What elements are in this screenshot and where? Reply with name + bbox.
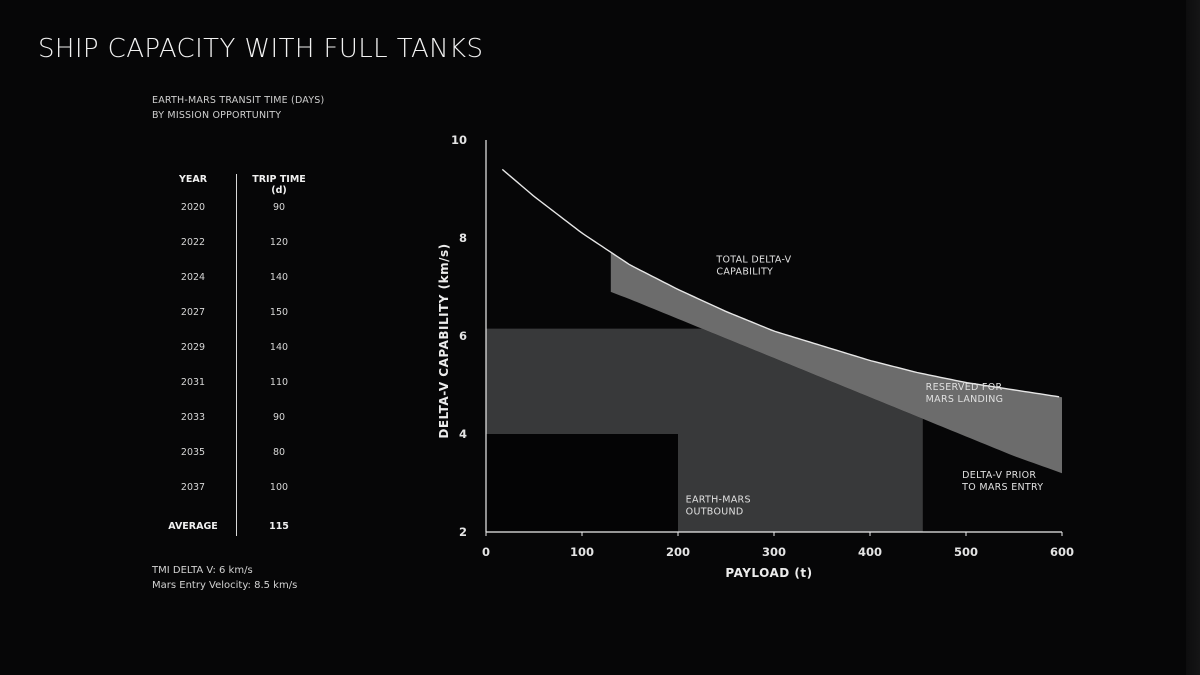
y-axis-title: DELTA-V CAPABILITY (km/s) bbox=[437, 243, 451, 438]
table-row: 2022 120 bbox=[160, 237, 330, 253]
row-year: 2027 bbox=[180, 307, 206, 318]
footnote-tmi-delta-v: TMI DELTA V: 6 km/s bbox=[152, 565, 253, 576]
x-tick-label: 0 bbox=[482, 545, 490, 559]
x-axis-title: PAYLOAD (t) bbox=[725, 566, 812, 580]
row-year: 2022 bbox=[180, 237, 206, 248]
average-label: AVERAGE bbox=[168, 521, 218, 532]
row-trip-time: 140 bbox=[269, 272, 289, 283]
slide-title: SHIP CAPACITY WITH FULL TANKS bbox=[38, 34, 484, 64]
delta-v-prior-region bbox=[486, 328, 923, 532]
row-trip-time: 110 bbox=[269, 377, 289, 388]
row-trip-time: 80 bbox=[272, 447, 286, 458]
footnote: TMI DELTA V: 6 km/s Mars Entry Velocity:… bbox=[152, 563, 297, 593]
x-tick-label: 300 bbox=[762, 545, 786, 559]
row-year: 2037 bbox=[180, 482, 206, 493]
slide-edge bbox=[1186, 0, 1200, 675]
x-tick-label: 600 bbox=[1050, 545, 1074, 559]
y-tick-label: 2 bbox=[459, 525, 467, 539]
row-year: 2033 bbox=[180, 412, 206, 423]
row-trip-time: 120 bbox=[269, 237, 289, 248]
table-header-row: YEAR TRIP TIME (d) bbox=[160, 174, 330, 196]
y-tick-label: 10 bbox=[451, 133, 467, 147]
outbound-annotation: EARTH-MARS OUTBOUND bbox=[686, 495, 751, 518]
row-year: 2024 bbox=[180, 272, 206, 283]
footnote-mars-entry-velocity: Mars Entry Velocity: 8.5 km/s bbox=[152, 580, 298, 591]
x-tick-label: 200 bbox=[666, 545, 690, 559]
caption-line-2: BY MISSION OPPORTUNITY bbox=[152, 110, 282, 121]
row-trip-time: 90 bbox=[272, 412, 286, 423]
row-trip-time: 150 bbox=[269, 307, 289, 318]
y-tick-label: 6 bbox=[459, 329, 467, 343]
earth-mars-outbound-region bbox=[486, 434, 678, 532]
y-tick-label: 4 bbox=[459, 427, 467, 441]
table-row: 2033 90 bbox=[160, 412, 330, 428]
transit-table-caption: EARTH-MARS TRANSIT TIME (DAYS) BY MISSIO… bbox=[152, 93, 324, 123]
table-row: 2031 110 bbox=[160, 377, 330, 393]
mars-landing-annotation: RESERVED FOR MARS LANDING bbox=[926, 382, 1004, 405]
average-value: 115 bbox=[269, 521, 289, 532]
header-year: YEAR bbox=[178, 174, 208, 185]
row-year: 2029 bbox=[180, 342, 206, 353]
row-trip-time: 100 bbox=[269, 482, 289, 493]
prior-entry-annotation: DELTA-V PRIOR TO MARS ENTRY bbox=[961, 470, 1043, 493]
table-row: 2027 150 bbox=[160, 307, 330, 323]
total-delta-v-annotation: TOTAL DELTA-V CAPABILITY bbox=[715, 255, 791, 278]
table-row: 2024 140 bbox=[160, 272, 330, 288]
x-tick-label: 400 bbox=[858, 545, 882, 559]
table-row: 2020 90 bbox=[160, 202, 330, 218]
header-trip-time: TRIP TIME (d) bbox=[252, 174, 306, 196]
table-row: 2029 140 bbox=[160, 342, 330, 358]
x-tick-label: 500 bbox=[954, 545, 978, 559]
table-row: 2035 80 bbox=[160, 447, 330, 463]
row-year: 2020 bbox=[180, 202, 206, 213]
x-tick-label: 100 bbox=[570, 545, 594, 559]
mars-landing-reserve-band bbox=[610, 252, 1062, 474]
table-column-divider bbox=[236, 174, 237, 536]
table-average-row: AVERAGE 115 bbox=[160, 521, 330, 537]
table-row: 2037 100 bbox=[160, 482, 330, 498]
row-trip-time: 90 bbox=[272, 202, 286, 213]
y-tick-label: 8 bbox=[459, 231, 467, 245]
row-year: 2031 bbox=[180, 377, 206, 388]
row-year: 2035 bbox=[180, 447, 206, 458]
total-delta-v-curve bbox=[501, 168, 1060, 398]
row-trip-time: 140 bbox=[269, 342, 289, 353]
caption-line-1: EARTH-MARS TRANSIT TIME (DAYS) bbox=[152, 95, 325, 106]
